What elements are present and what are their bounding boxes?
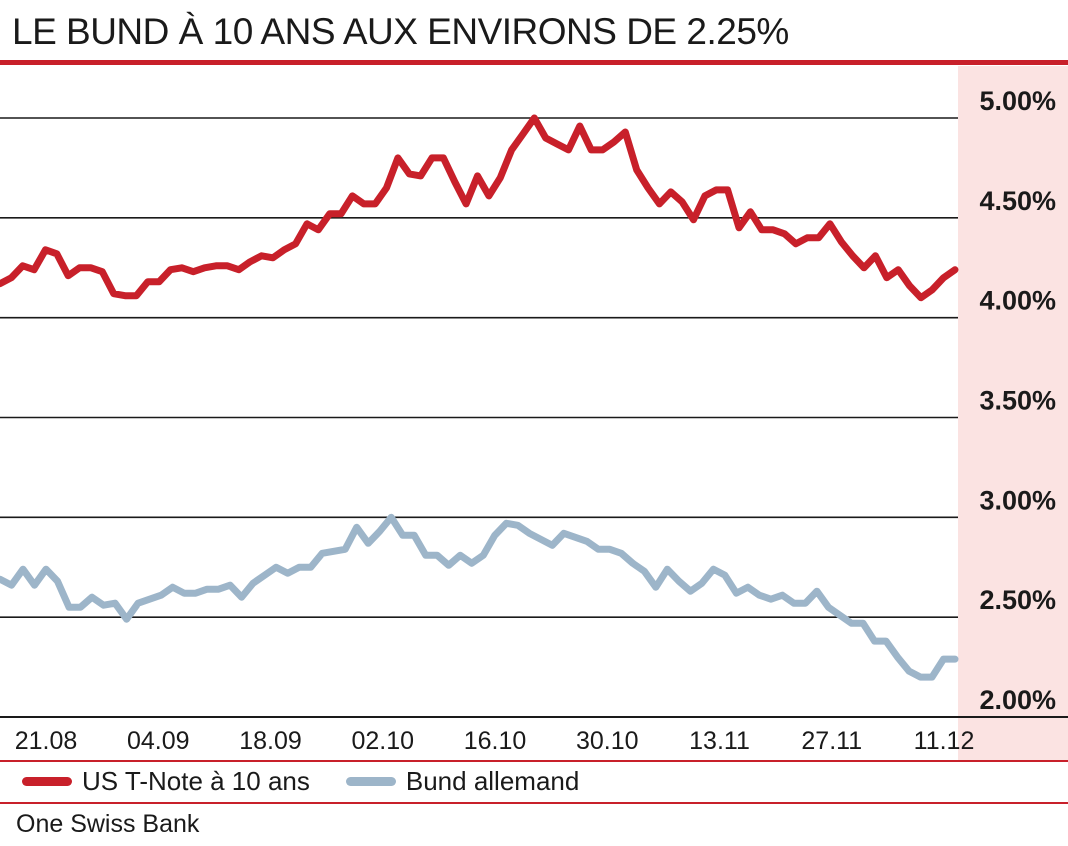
x-tick-label: 18.09 — [239, 727, 302, 755]
legend-swatch-bund — [345, 776, 396, 786]
x-tick-label: 30.10 — [576, 727, 639, 755]
x-tick-label: 11.12 — [914, 727, 975, 755]
legend-swatch-us — [22, 776, 72, 786]
x-tick-label: 21.08 — [15, 727, 78, 755]
x-tick-label: 13.11 — [689, 727, 750, 755]
legend-label-bund: Bund allemand — [405, 766, 580, 796]
legend: US T-Note à 10 ans Bund allemand — [22, 762, 615, 800]
y-tick-label: 4.00% — [979, 286, 1056, 316]
x-tick-label: 04.09 — [127, 727, 190, 755]
y-tick-label: 3.00% — [979, 485, 1056, 515]
x-tick-label: 02.10 — [351, 727, 414, 755]
series-line-us — [0, 114, 959, 302]
legend-top-rule — [0, 760, 1068, 762]
y-tick-label: 3.50% — [979, 386, 1056, 416]
x-tick-label: 16.10 — [464, 727, 527, 755]
y-tick-label: 2.00% — [979, 685, 1056, 715]
legend-bottom-rule — [0, 802, 1068, 804]
x-tick-label: 27.11 — [801, 727, 862, 755]
axis-band — [958, 66, 1068, 760]
y-tick-label: 4.50% — [979, 186, 1056, 216]
chart-title: LE BUND À 10 ANS AUX ENVIRONS DE 2.25% — [12, 11, 789, 52]
title-rule — [0, 60, 1068, 65]
series-line-bund — [0, 513, 959, 681]
source-label: One Swiss Bank — [16, 810, 200, 838]
line-chart: 5.00% 4.50% 4.00% 3.50% 3.00% 2.50% 2.00% 21.0… — [0, 66, 1068, 760]
legend-item-bund: Bund allemand — [345, 766, 580, 796]
legend-label-us: US T-Note à 10 ans — [82, 766, 310, 796]
y-tick-label: 2.50% — [979, 585, 1056, 615]
y-tick-label: 5.00% — [979, 86, 1056, 116]
legend-item-us: US T-Note à 10 ans — [22, 766, 310, 796]
